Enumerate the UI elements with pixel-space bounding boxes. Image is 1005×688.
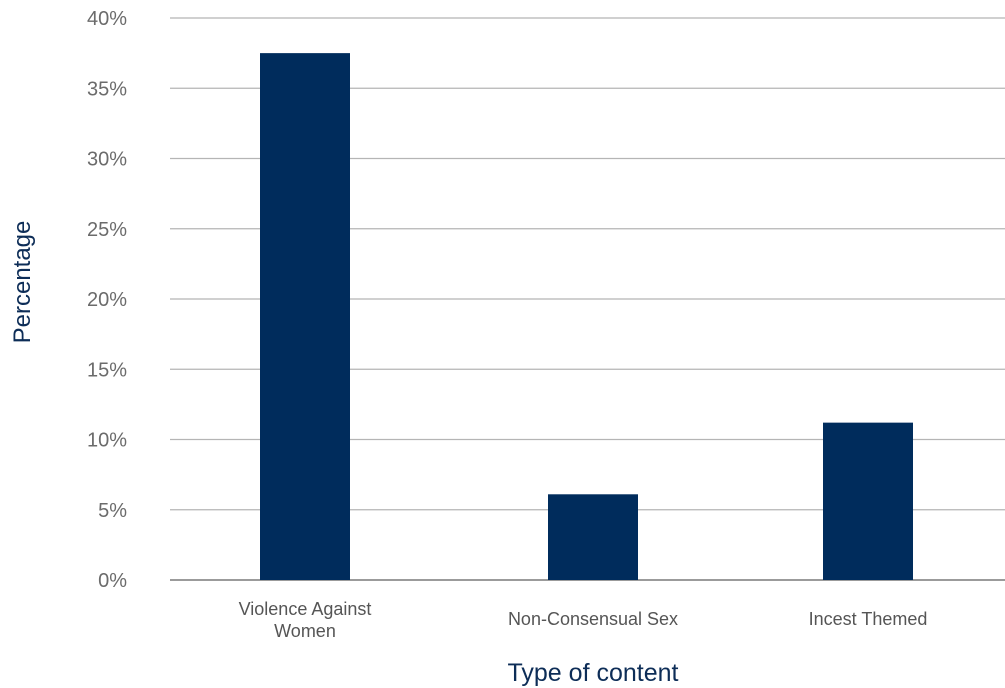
y-tick-label: 35% [87,78,127,100]
y-tick-label: 10% [87,430,127,452]
x-tick-labels: Violence Against Women Non-Consensual Sex I… [239,599,928,641]
y-tick-label: 40% [87,8,127,30]
x-tick-label: Violence Against Women [239,599,372,641]
y-tick-labels: 0% 5% 10% 15% 20% 25% 30% 35% 40% [87,8,127,592]
y-tick-label: 20% [87,289,127,311]
x-tick-label: Incest Themed [809,609,928,629]
y-tick-label: 25% [87,219,127,241]
x-tick-label: Non-Consensual Sex [508,609,678,629]
y-tick-label: 15% [87,359,127,381]
bars [260,53,913,580]
bar [260,53,350,580]
y-tick-label: 0% [98,570,127,592]
y-tick-label: 30% [87,149,127,171]
y-tick-label: 5% [98,500,127,522]
x-axis-title: Type of content [508,659,679,687]
bar [823,422,913,580]
bar [548,494,638,580]
y-axis-title: Percentage [9,221,36,344]
